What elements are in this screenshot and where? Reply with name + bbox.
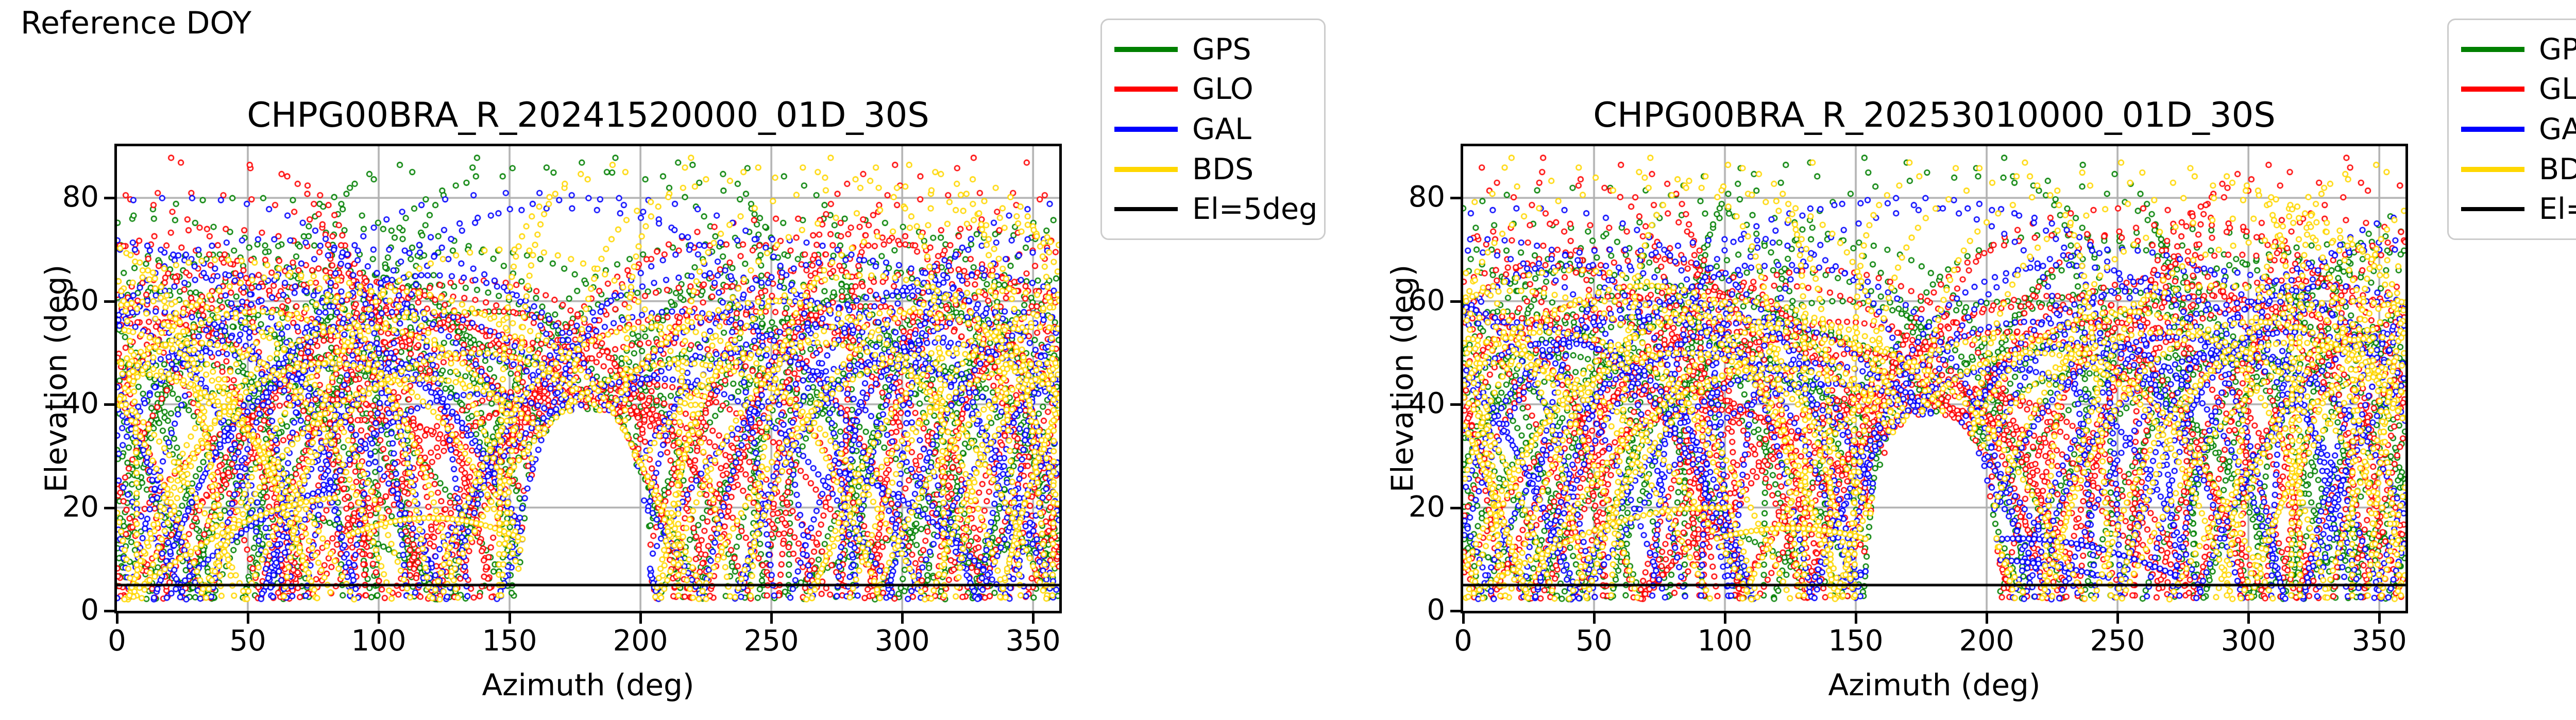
legend-label: BDS	[1192, 152, 1254, 186]
legend-item-gal: GAL	[2461, 112, 2576, 146]
legend-item-glo: GLO	[2461, 72, 2576, 106]
x-tick-label: 200	[1959, 624, 2014, 658]
y-tick	[1450, 610, 1461, 612]
x-tick	[901, 613, 904, 624]
y-tick-label: 60	[62, 283, 99, 317]
legend-label: El=5deg	[2539, 192, 2576, 227]
legend-line-sample	[2461, 166, 2524, 172]
x-tick	[509, 613, 512, 624]
y-tick	[1450, 197, 1461, 200]
legend-item-gal: GAL	[1114, 112, 1324, 146]
x-tick-label: 250	[743, 624, 799, 658]
y-tick	[104, 403, 114, 406]
legend-line-sample	[1114, 46, 1178, 52]
x-tick-label: 100	[351, 624, 406, 658]
x-tick-label: 150	[1828, 624, 1884, 658]
plot-right: CHPG00BRA_R_20253010000_01D_30S Azimuth …	[1385, 95, 2408, 702]
x-tick-label: 250	[2090, 624, 2145, 658]
x-axis-label: Azimuth (deg)	[482, 667, 694, 702]
x-tick	[247, 613, 250, 624]
legend-line-sample	[2461, 46, 2524, 52]
legend-item-gps: GPS	[2461, 32, 2576, 66]
y-tick	[1450, 300, 1461, 303]
x-tick-label: 200	[613, 624, 668, 658]
plot-left-title: CHPG00BRA_R_20241520000_01D_30S	[247, 95, 929, 135]
legend-label: GLO	[1192, 72, 1253, 107]
x-tick	[1986, 613, 1989, 624]
x-tick	[639, 613, 642, 624]
y-tick-label: 40	[1408, 387, 1445, 421]
legend-line-sample	[2461, 87, 2524, 92]
y-tick-label: 60	[1408, 283, 1445, 317]
x-tick	[1593, 613, 1596, 624]
sky-track-canvas-left	[117, 146, 1059, 611]
x-tick-label: 0	[108, 624, 126, 658]
legend-item-el=5deg: El=5deg	[2461, 192, 2576, 226]
x-tick	[2247, 613, 2250, 624]
x-tick-label: 300	[2221, 624, 2276, 658]
x-tick-label: 350	[1005, 624, 1061, 658]
x-tick-label: 350	[2351, 624, 2407, 658]
y-tick	[1450, 506, 1461, 509]
x-tick	[116, 613, 118, 624]
x-tick-label: 50	[229, 624, 266, 658]
y-tick-label: 0	[80, 593, 99, 627]
legend-item-el=5deg: El=5deg	[1114, 192, 1324, 226]
legend-line-sample	[1114, 87, 1178, 92]
y-tick	[104, 506, 114, 509]
legend-label: GAL	[2539, 112, 2576, 146]
legend-line-sample	[1114, 166, 1178, 172]
x-tick	[1462, 613, 1465, 624]
reference-doy-label: Reference DOY	[21, 5, 252, 41]
y-tick-label: 80	[62, 180, 99, 214]
legend-label: GPS	[2539, 32, 2576, 66]
y-tick	[104, 300, 114, 303]
y-tick-label: 20	[1408, 490, 1445, 524]
x-tick-label: 100	[1697, 624, 1753, 658]
y-tick	[1450, 403, 1461, 406]
y-tick-label: 80	[1408, 180, 1445, 214]
x-tick-label: 300	[874, 624, 930, 658]
legend-item-glo: GLO	[1114, 72, 1324, 106]
legend-label: BDS	[2539, 152, 2576, 186]
y-tick-label: 0	[1427, 593, 1445, 627]
x-tick	[2116, 613, 2120, 624]
legend-right: GPS GLO GAL BDS El=5deg	[2447, 19, 2576, 240]
legend-label: GAL	[1192, 112, 1251, 146]
x-tick	[1724, 613, 1727, 624]
legend-label: GPS	[1192, 32, 1251, 66]
x-tick	[770, 613, 773, 624]
x-axis-label: Azimuth (deg)	[1828, 667, 2041, 702]
legend-line-sample	[2461, 207, 2524, 212]
legend-label: El=5deg	[1192, 192, 1318, 227]
legend-line-sample	[1114, 207, 1178, 212]
legend-label: GLO	[2539, 72, 2576, 107]
legend-item-bds: BDS	[1114, 152, 1324, 186]
x-tick-label: 50	[1575, 624, 1613, 658]
x-tick	[378, 613, 381, 624]
legend-line-sample	[2461, 126, 2524, 132]
legend-item-gps: GPS	[1114, 32, 1324, 66]
x-tick-label: 0	[1454, 624, 1472, 658]
legend-line-sample	[1114, 126, 1178, 132]
y-tick	[104, 610, 114, 612]
x-tick-label: 150	[482, 624, 537, 658]
sky-track-canvas-right	[1463, 146, 2405, 611]
plot-right-title: CHPG00BRA_R_20253010000_01D_30S	[1593, 95, 2276, 135]
x-tick	[1855, 613, 1858, 624]
x-tick	[1032, 613, 1035, 624]
legend-item-bds: BDS	[2461, 152, 2576, 186]
x-tick	[2378, 613, 2381, 624]
legend-left: GPS GLO GAL BDS El=5deg	[1100, 19, 1326, 240]
y-tick-label: 20	[62, 490, 99, 524]
y-tick-label: 40	[62, 387, 99, 421]
y-tick	[104, 197, 114, 200]
plot-left: CHPG00BRA_R_20241520000_01D_30S Azimuth …	[39, 95, 1062, 702]
